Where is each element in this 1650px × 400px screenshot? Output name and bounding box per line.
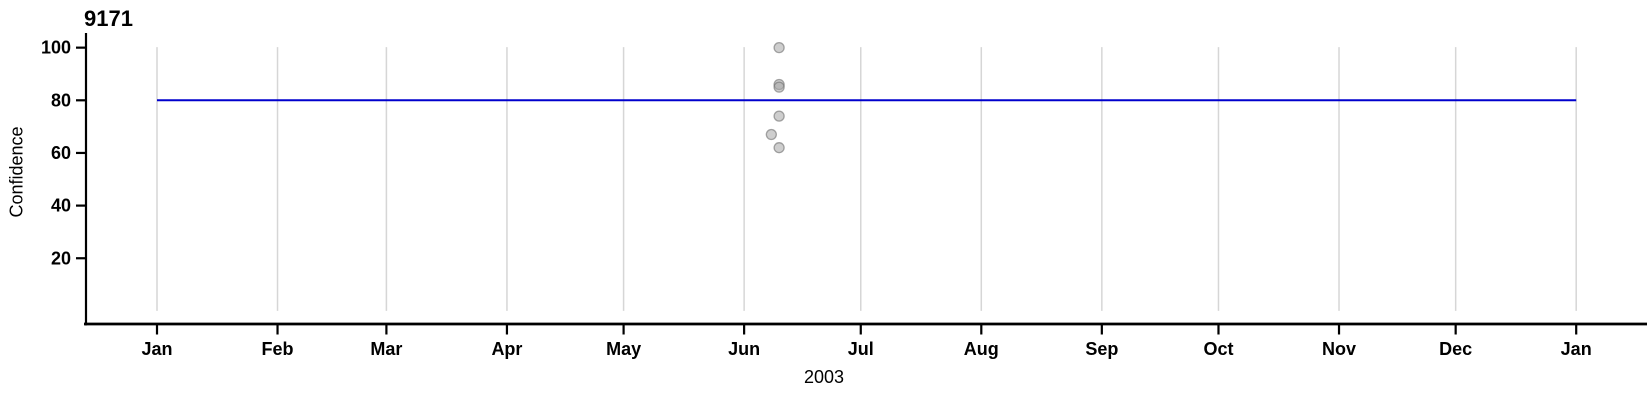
x-tick-label: Jan (1561, 339, 1592, 359)
data-point (773, 42, 785, 54)
x-tick-label: Sep (1085, 339, 1118, 359)
x-tick-label: Jul (848, 339, 874, 359)
data-point (773, 81, 785, 93)
x-tick-label: Aug (964, 339, 999, 359)
x-tick-label: Jun (728, 339, 760, 359)
x-tick-label: Apr (491, 339, 522, 359)
y-tick-label: 100 (41, 38, 71, 58)
x-tick-label: Jan (141, 339, 172, 359)
chart-title: 9171 (84, 6, 133, 31)
x-tick-label: Nov (1322, 339, 1356, 359)
data-point (773, 142, 785, 154)
x-tick-label: Oct (1203, 339, 1233, 359)
x-tick-label: Feb (262, 339, 294, 359)
y-tick-label: 60 (51, 143, 71, 163)
y-tick-label: 40 (51, 196, 71, 216)
data-point (773, 110, 785, 122)
data-point (765, 128, 777, 141)
y-axis-label: Confidence (6, 126, 27, 218)
x-tick-label: Dec (1439, 339, 1472, 359)
x-axis-label: 2003 (803, 367, 845, 387)
x-tick-label: Mar (370, 339, 402, 359)
x-tick-label: May (606, 339, 641, 359)
y-tick-label: 80 (51, 90, 71, 110)
y-tick-label: 20 (51, 248, 71, 268)
